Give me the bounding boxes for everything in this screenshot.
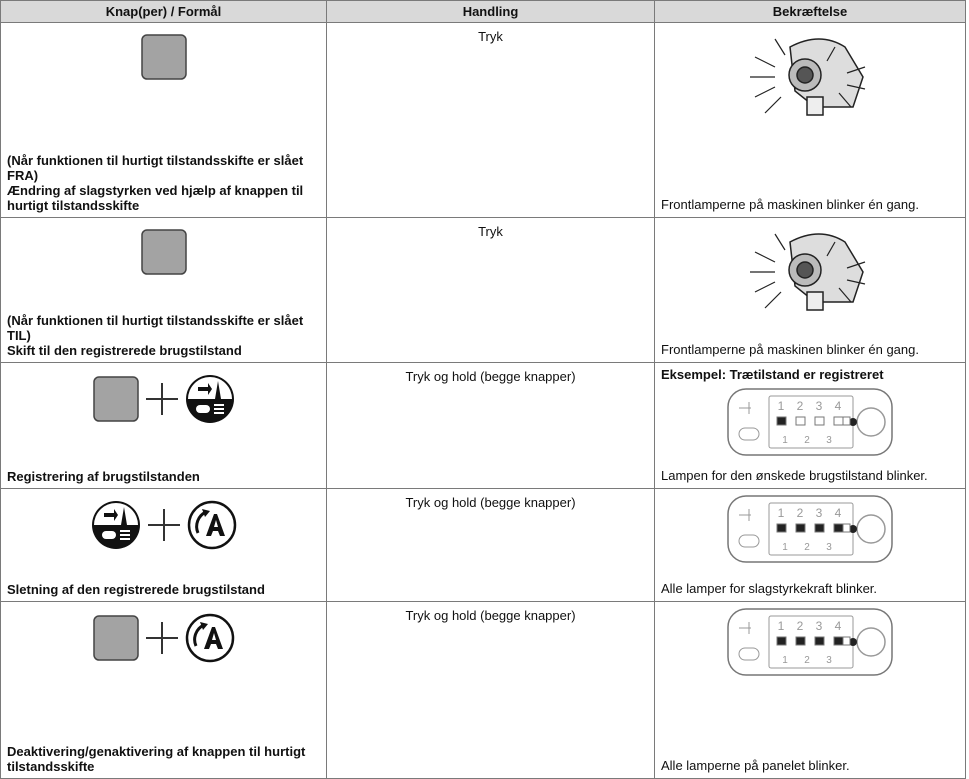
action: Tryk [478, 29, 503, 44]
cell: Frontlamperne på maskinen blinker én gan… [654, 217, 966, 363]
purpose: (Når funktionen til hurtigt tilstandsski… [7, 153, 320, 213]
confirmation: Lampen for den ønskede brugstilstand bli… [661, 468, 928, 483]
icons [7, 499, 320, 551]
header: Handling [326, 0, 655, 23]
tool-illustration [750, 38, 866, 116]
purpose: Deaktivering/genaktivering af knappen ti… [7, 744, 320, 774]
purpose-text: Ændring af slagstyrken ved hjælp af knap… [7, 183, 304, 213]
panel-digit: 3 [816, 619, 823, 633]
panel-digit: 1 [782, 435, 788, 446]
purpose-text: Deaktivering/genaktivering af knappen ti… [7, 744, 306, 774]
purpose-text: (Når funktionen til hurtigt tilstandsski… [7, 313, 304, 343]
cell: Frontlamperne på maskinen blinker én gan… [654, 22, 966, 218]
action: Tryk og hold (begge knapper) [405, 608, 576, 623]
cell: Tryk og hold (begge knapper) [326, 488, 655, 602]
plus-sign [145, 622, 178, 654]
panel-digit: 1 [782, 655, 788, 666]
plus-sign [145, 383, 178, 415]
confirmation: Frontlamperne på maskinen blinker én gan… [661, 197, 919, 212]
cell: Deaktivering/genaktivering af knappen ti… [0, 601, 327, 779]
cell: Eksempel: Trætilstand er registreret 1 2 3 4… [654, 362, 966, 489]
panel-digit: 2 [797, 619, 804, 633]
cell: (Når funktionen til hurtigt tilstandsski… [0, 217, 327, 363]
cell: (Når funktionen til hurtigt tilstandsski… [0, 22, 327, 218]
purpose: Registrering af brugstilstanden [7, 469, 320, 484]
example-title: Eksempel: Trætilstand er registreret [661, 367, 884, 382]
action: Tryk og hold (begge knapper) [405, 495, 576, 510]
auto-button [187, 500, 236, 550]
tool-illustration [750, 233, 866, 311]
header-row: Knap(per) / Formål Handling Bekræftelse [0, 0, 966, 23]
row: Sletning af den registrerede brugstilsta… [0, 488, 966, 602]
icons [7, 33, 320, 81]
panel-digit: 3 [826, 435, 832, 446]
cell: Tryk [326, 217, 655, 363]
panel-digit: 2 [797, 399, 804, 413]
cell: Tryk [326, 22, 655, 218]
purpose: (Når funktionen til hurtigt tilstandsski… [7, 313, 320, 358]
icons [7, 373, 320, 425]
cell: Tryk og hold (begge knapper) [326, 601, 655, 779]
header: Knap(per) / Formål [0, 0, 327, 23]
panel-digit: 3 [826, 542, 832, 553]
cell: 1 2 3 4 1 2 3 Alle lamperne på panelet blinker. [654, 601, 966, 779]
quick-mode-button [140, 229, 187, 275]
panel-digit: 3 [816, 399, 823, 413]
header: Bekræftelse [654, 0, 966, 23]
panel-digit: 2 [804, 655, 810, 666]
panel-digit: 2 [804, 435, 810, 446]
confirmation: Alle lamper for slagstyrkekraft blinker. [661, 581, 878, 596]
purpose: Sletning af den registrerede brugstilsta… [7, 582, 320, 597]
panel-digit: 4 [835, 619, 842, 633]
panel-illustration: 1 2 3 41 2 3 [727, 608, 893, 676]
quick-mode-button [92, 376, 139, 422]
confirmation: Alle lamperne på panelet blinker. [661, 758, 850, 773]
panel-digit: 4 [835, 399, 842, 413]
cell: Registrering af brugstilstanden [0, 362, 327, 489]
action: Tryk [478, 224, 503, 239]
purpose-text: Skift til den registrerede brugstilstand [7, 343, 242, 358]
mode-button [185, 375, 234, 423]
purpose-text: Sletning af den registrerede brugstilsta… [7, 582, 265, 597]
panel-digit: 1 [778, 619, 785, 633]
panel-digit: 4 [835, 506, 842, 520]
action: Tryk og hold (begge knapper) [405, 369, 576, 384]
icons [7, 228, 320, 276]
panel-digit: 1 [782, 542, 788, 553]
mode-button [91, 501, 140, 549]
cell: Sletning af den registrerede brugstilsta… [0, 488, 327, 602]
row: Registrering af brugstilstanden Tryk og h… [0, 362, 966, 489]
auto-button [185, 613, 234, 663]
quick-mode-button [140, 34, 187, 80]
row: (Når funktionen til hurtigt tilstandsski… [0, 22, 966, 218]
icons [7, 612, 320, 664]
panel-digit: 2 [804, 542, 810, 553]
row: Deaktivering/genaktivering af knappen ti… [0, 601, 966, 779]
purpose-text: Registrering af brugstilstanden [7, 469, 200, 484]
confirmation: Frontlamperne på maskinen blinker én gan… [661, 342, 919, 357]
quick-mode-button [92, 615, 139, 661]
panel-illustration: 1 2 3 41 2 3 [727, 495, 893, 563]
row: (Når funktionen til hurtigt tilstandsski… [0, 217, 966, 363]
cell: 1 2 3 4 1 2 3 Alle lamper for slagstyrkekraft b… [654, 488, 966, 602]
panel-digit: 3 [826, 655, 832, 666]
purpose-text: (Når funktionen til hurtigt tilstandsski… [7, 153, 304, 183]
panel-digit: 2 [797, 506, 804, 520]
cell: Tryk og hold (begge knapper) [326, 362, 655, 489]
plus-sign [147, 509, 180, 541]
panel-digit: 1 [778, 506, 785, 520]
panel-illustration: 1 2 3 41 2 3 [727, 388, 893, 456]
panel-digit: 1 [778, 399, 785, 413]
table-body: (Når funktionen til hurtigt tilstandsski… [0, 22, 966, 779]
panel-digit: 3 [816, 506, 823, 520]
